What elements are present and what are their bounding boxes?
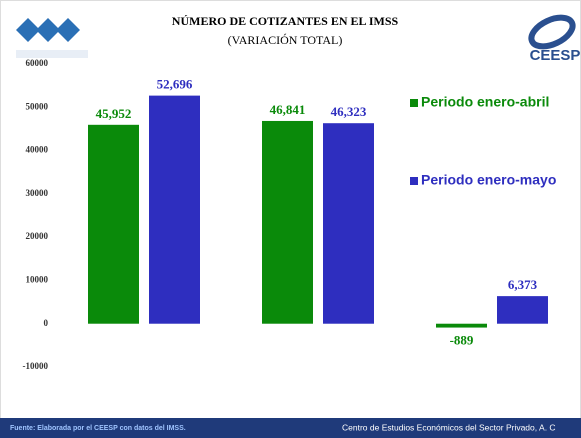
footer-source: Fuente: Elaborada por el CEESP con datos… — [10, 425, 186, 432]
legend-label: Periodo enero-mayo — [421, 172, 556, 188]
y-tick-label: 60000 — [26, 58, 49, 68]
footer-bar — [0, 418, 581, 438]
bar — [497, 296, 548, 324]
data-label: 46,323 — [331, 104, 367, 119]
y-tick-label: 0 — [44, 318, 49, 328]
right-logo: CEESP — [528, 14, 581, 64]
legend-label: Periodo enero-abril — [421, 94, 549, 110]
bar — [436, 323, 487, 328]
data-label: 52,696 — [157, 77, 193, 92]
data-label: 45,952 — [96, 106, 132, 121]
bar — [149, 95, 200, 324]
chart-subtitle: (VARIACIÓN TOTAL) — [228, 33, 343, 47]
data-label: 6,373 — [508, 277, 538, 292]
y-tick-label: 50000 — [26, 101, 49, 111]
bar — [323, 123, 374, 324]
legend-swatch — [410, 99, 418, 107]
y-tick-label: 20000 — [26, 231, 49, 241]
data-label: -889 — [450, 333, 474, 348]
y-tick-label: 40000 — [26, 145, 49, 155]
legend-swatch — [410, 177, 418, 185]
bar — [88, 124, 139, 324]
chart-title: NÚMERO DE COTIZANTES EN EL IMSS — [172, 14, 399, 28]
footer-institution: Centro de Estudios Económicos del Sector… — [342, 422, 556, 432]
y-tick-label: 10000 — [26, 274, 49, 284]
y-tick-label: 30000 — [26, 188, 49, 198]
bar — [262, 120, 313, 324]
left-logo — [16, 18, 88, 58]
data-label: 46,841 — [270, 102, 306, 117]
y-tick-label: -10000 — [23, 361, 49, 371]
logo-text: CEESP — [530, 47, 581, 64]
